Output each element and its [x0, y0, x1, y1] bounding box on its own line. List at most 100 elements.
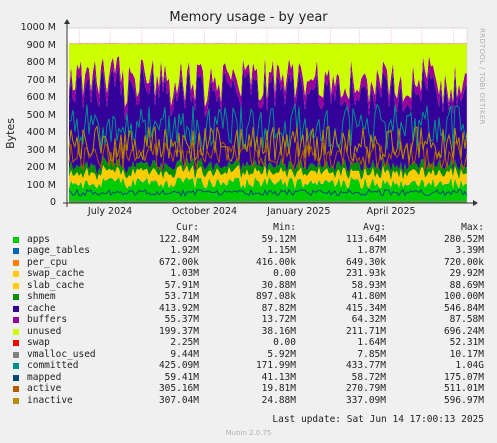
legend-min: 171.99M	[255, 360, 296, 371]
legend-cur: 307.04M	[158, 394, 199, 406]
legend-row-page-tables: page_tables 1.92M 1.15M 1.87M 3.39M	[0, 245, 497, 257]
y-tick-label: 800 M	[26, 57, 56, 68]
chart-title: Memory usage - by year	[169, 10, 328, 25]
last-update: Last update: Sat Jun 14 17:00:13 2025	[272, 414, 484, 425]
legend-max: 511.01M	[443, 383, 484, 394]
legend-row-per-cpu: per_cpu 672.00k 416.00k 649.30k 720.00k	[0, 257, 497, 269]
legend-max: 696.24M	[443, 325, 484, 337]
legend-avg: 64.32M	[351, 314, 386, 325]
legend-row-committed: committed 425.09M 171.99M 433.77M 1.04G	[0, 360, 497, 372]
legend-avg: 337.09M	[345, 394, 386, 406]
legend-swatch	[13, 397, 19, 404]
legend-cur: 425.09M	[158, 360, 199, 371]
legend-min: 19.81M	[261, 383, 296, 394]
legend-name: buffers	[27, 314, 68, 325]
legend-name: shmem	[27, 291, 56, 302]
legend-name: active	[27, 383, 62, 394]
y-tick-label: 0	[49, 197, 56, 208]
legend-avg: 58.72M	[351, 371, 386, 383]
legend-min: 1.15M	[267, 245, 296, 256]
legend-avg: 649.30k	[345, 256, 386, 268]
legend-swatch	[13, 363, 19, 369]
legend-name: mapped	[27, 371, 62, 383]
header-cur: Cur:	[176, 222, 199, 233]
y-tick-label: 100 M	[26, 179, 56, 191]
legend-cur: 122.84M	[158, 233, 199, 245]
legend-rows: apps 122.84M 59.12M 113.64M 280.52M page_tabl…	[0, 234, 497, 407]
y-tick-label: 1000 M	[20, 22, 56, 33]
y-axis-arrow	[64, 19, 70, 24]
legend-cur: 413.92M	[158, 302, 199, 314]
header-max: Max:	[461, 222, 484, 233]
header-avg: Avg:	[363, 222, 386, 233]
x-tick-label: April 2025	[366, 206, 416, 217]
legend-name: vmalloc_used	[27, 348, 96, 360]
x-tick-label: January 2025	[267, 206, 331, 217]
line-vmalloc-used	[69, 200, 468, 203]
legend-row-cache: cache 413.92M 87.82M 415.34M 546.84M	[0, 303, 497, 315]
legend-max: 720.00k	[443, 256, 484, 268]
legend-row-unused: unused 199.37M 38.16M 211.71M 696.24M	[0, 326, 497, 338]
legend-min: 24.88M	[261, 394, 296, 406]
legend-avg: 58.93M	[351, 279, 386, 291]
legend-name: unused	[27, 325, 62, 337]
legend-swatch	[13, 282, 19, 289]
legend-cur: 1.92M	[170, 245, 199, 256]
legend-min: 87.82M	[261, 302, 296, 314]
legend-row-swap: swap 2.25M 0.00 1.64M 52.31M	[0, 337, 497, 349]
legend-header: Cur: Min: Avg: Max:	[0, 222, 497, 234]
legend-avg: 113.64M	[345, 233, 386, 245]
legend-min: 416.00k	[255, 256, 296, 268]
legend-min: 38.16M	[261, 325, 296, 337]
legend-cur: 9.44M	[170, 348, 199, 360]
legend-min: 5.92M	[267, 348, 296, 360]
y-tick-label: 400 M	[26, 127, 56, 138]
legend-min: 0.00	[273, 268, 296, 279]
legend-name: swap_cache	[27, 268, 85, 279]
legend-name: page_tables	[27, 245, 90, 256]
legend-cur: 199.37M	[158, 325, 199, 337]
legend-swatch	[13, 386, 19, 392]
legend-min: 41.13M	[261, 371, 296, 383]
legend-cur: 1.03M	[170, 268, 199, 279]
legend-cur: 53.71M	[164, 291, 199, 302]
legend-min: 30.88M	[261, 279, 296, 291]
y-tick-label: 700 M	[26, 74, 56, 86]
legend-row-mapped: mapped 59.41M 41.13M 58.72M 175.07M	[0, 372, 497, 384]
legend-max: 52.31M	[449, 337, 484, 348]
legend-avg: 415.34M	[345, 302, 386, 314]
series-lines	[68, 103, 468, 203]
legend-cur: 59.41M	[164, 371, 199, 383]
legend-name: inactive	[27, 394, 73, 406]
legend-avg: 7.85M	[357, 348, 386, 360]
x-tick-label: October 2024	[171, 206, 238, 217]
legend-swatch	[13, 317, 19, 323]
legend-name: per_cpu	[27, 256, 68, 268]
rrdtool-credit: RRDTOOL / TOBI OETIKER	[478, 28, 486, 125]
line-inactive	[68, 125, 468, 163]
legend-row-slab-cache: slab_cache 57.91M 30.88M 58.93M 88.69M	[0, 280, 497, 292]
legend-min: 897.08k	[255, 291, 296, 302]
legend-cur: 2.25M	[170, 337, 199, 348]
legend-max: 3.39M	[455, 245, 484, 256]
legend-swatch	[13, 328, 19, 335]
legend-max: 88.69M	[449, 279, 484, 291]
legend-swatch	[13, 271, 19, 277]
y-tick-label: 300 M	[26, 144, 56, 156]
legend-max: 596.97M	[443, 394, 484, 406]
legend-max: 546.84M	[443, 302, 484, 314]
y-tick-label: 600 M	[26, 92, 56, 103]
legend-swatch	[13, 259, 19, 266]
legend-swatch	[13, 248, 19, 254]
legend-cur: 55.37M	[164, 314, 199, 325]
line-mapped	[68, 188, 468, 197]
y-tick-label: 900 M	[26, 39, 56, 51]
header-min: Min:	[273, 222, 296, 233]
legend-cur: 305.16M	[158, 383, 199, 394]
legend-swatch	[13, 340, 19, 346]
legend-max: 280.52M	[443, 233, 484, 245]
legend-row-shmem: shmem 53.71M 897.08k 41.80M 100.00M	[0, 291, 497, 303]
y-tick-label: 200 M	[26, 162, 56, 173]
area-apps	[69, 177, 467, 203]
legend-swatch	[13, 236, 19, 243]
